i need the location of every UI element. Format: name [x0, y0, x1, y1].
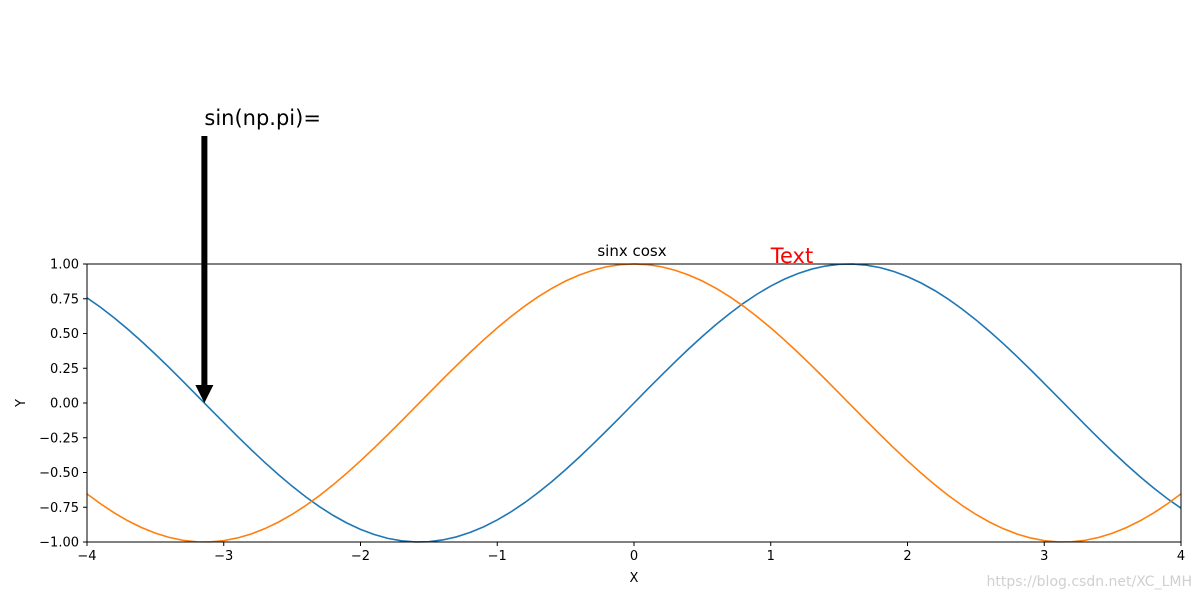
x-tick-label: −3 [214, 549, 233, 564]
y-tick-label: 0.25 [50, 362, 79, 377]
y-tick-label: 0.50 [50, 327, 79, 342]
y-tick-label: 0.75 [50, 292, 79, 307]
y-axis-label: Y [14, 399, 29, 408]
chart-title: sinx cosx [597, 242, 666, 260]
x-tick-label: 0 [630, 549, 638, 564]
series-line-sin [86, 263, 1182, 543]
y-tick-label: −0.75 [39, 501, 79, 516]
watermark: https://blog.csdn.net/XC_LMH [986, 574, 1192, 590]
x-tick-label: 1 [767, 549, 775, 564]
x-tick-label: −1 [488, 549, 507, 564]
x-tick-label: −4 [77, 549, 96, 564]
x-tick-label: 3 [1040, 549, 1048, 564]
x-axis-label: X [630, 571, 639, 586]
annotation-arrow-shaft [201, 136, 208, 385]
y-tick-label: 0.00 [50, 397, 79, 412]
y-tick-label: −0.25 [39, 431, 79, 446]
y-tick-label: 1.00 [50, 258, 79, 273]
x-tick-label: 2 [903, 549, 911, 564]
x-tick-label: −2 [351, 549, 370, 564]
y-tick-label: −0.50 [39, 466, 79, 481]
y-tick-label: −1.00 [39, 536, 79, 551]
x-tick-label: 4 [1177, 549, 1185, 564]
text-annotation: Text [770, 244, 813, 268]
annotation-label: sin(np.pi)= [204, 106, 321, 130]
annotation-arrow-head [195, 385, 214, 403]
